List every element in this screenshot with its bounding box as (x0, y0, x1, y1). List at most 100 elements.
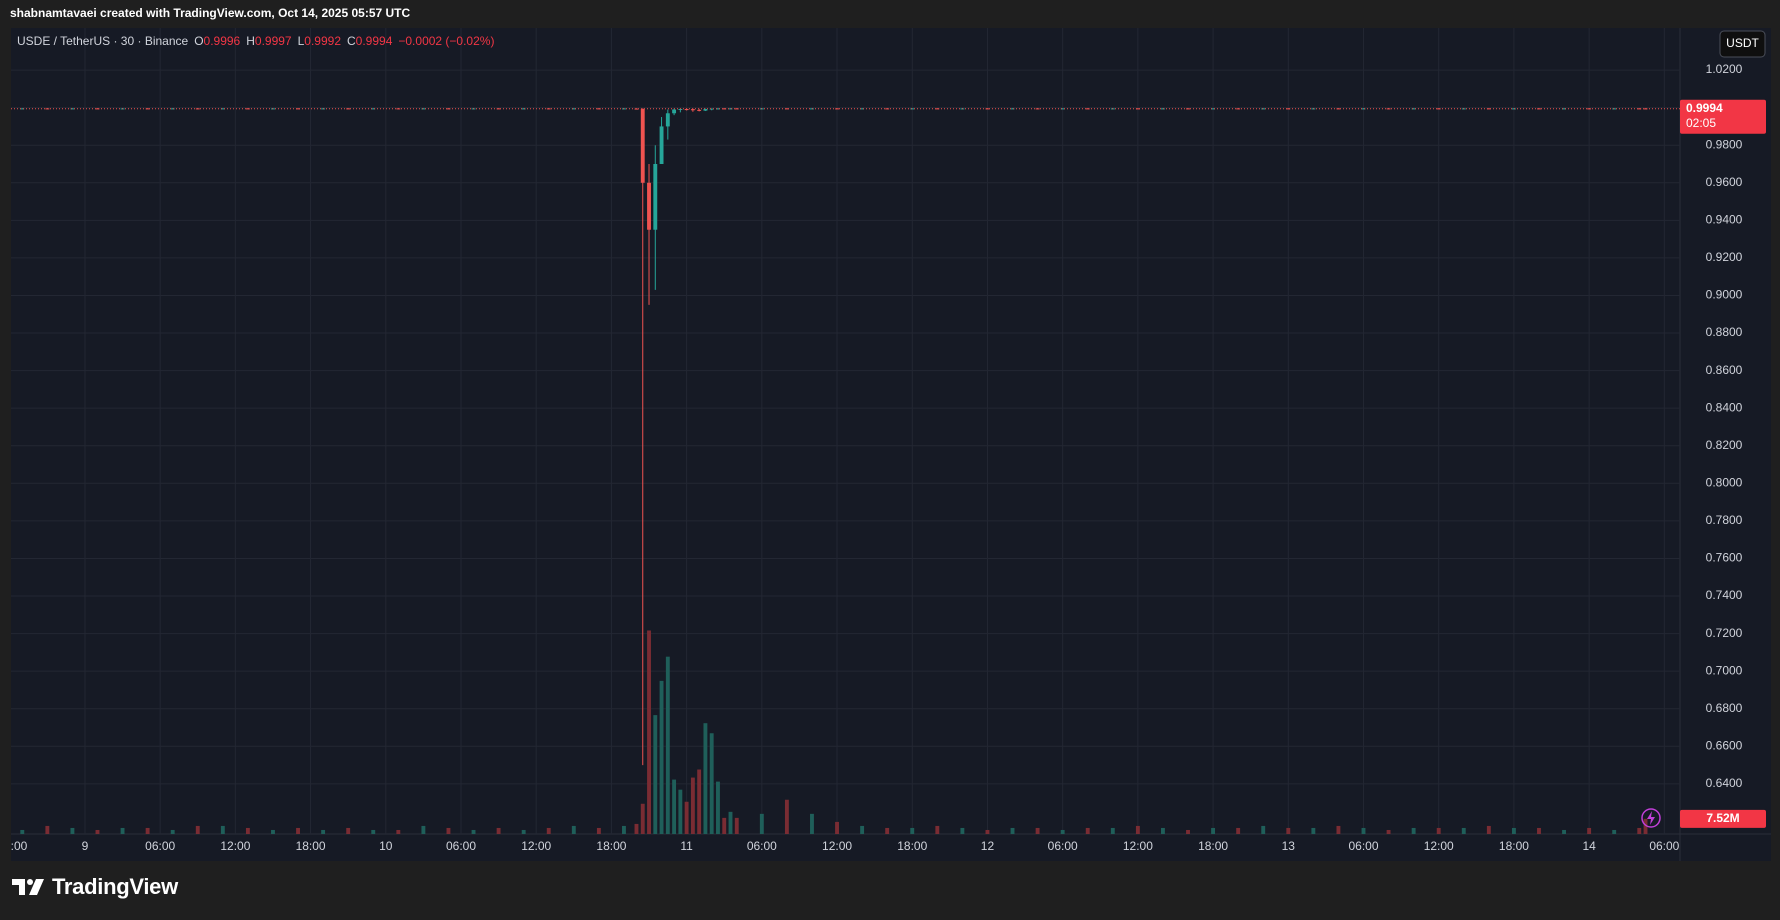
candle-body (659, 126, 664, 164)
candle-body (634, 108, 639, 110)
volume-bar (703, 723, 708, 834)
y-tick-label: 0.9800 (1706, 137, 1743, 151)
volume-bar (1160, 827, 1165, 834)
candle-body (346, 108, 351, 110)
open-value: 0.9996 (203, 34, 241, 48)
x-tick-label: 06:00 (747, 839, 777, 853)
y-tick-label: 0.9400 (1706, 213, 1743, 227)
volume-bar (1411, 827, 1416, 834)
candle-body (835, 108, 839, 110)
x-tick-label: 06:00 (1348, 839, 1378, 853)
x-tick-label: 18:00 (596, 839, 626, 853)
x-tick-label: 14 (1582, 839, 1596, 853)
chart: 0.6400 0.6600 0.6800 0.7000 0.7200 0.7400 0.76… (11, 28, 1771, 861)
candle-body (690, 109, 695, 111)
candle-body (1010, 108, 1015, 110)
volume-bar (759, 813, 764, 834)
volume-bar (1211, 827, 1216, 834)
candle-body (784, 108, 789, 110)
candle-body (935, 108, 940, 110)
volume-bar (496, 827, 501, 834)
candle-body (1486, 108, 1491, 110)
candle-body (1511, 108, 1516, 110)
candle-body (910, 108, 915, 110)
volume-bar (1010, 827, 1015, 834)
candle-body (220, 108, 225, 110)
x-tick-label: 12:00 (822, 839, 852, 853)
y-tick-label: 1.0200 (1706, 62, 1743, 76)
volume-bar (1286, 827, 1291, 834)
candle-body (640, 108, 645, 183)
volume-bar (734, 817, 739, 834)
volume-bar (960, 827, 965, 834)
candle-body (672, 109, 677, 114)
countdown-label: 02:05 (1686, 116, 1716, 130)
volume-bar (634, 823, 639, 834)
volume-bar (145, 827, 150, 834)
candle-body (1637, 108, 1642, 110)
volume-bar (70, 827, 75, 834)
candle-body (1411, 108, 1416, 110)
volume-bar (1135, 825, 1140, 834)
candle-body (985, 108, 990, 110)
volume-bar (421, 825, 426, 834)
volume-bar (195, 825, 200, 834)
plot-background (11, 28, 1680, 834)
volume-label: 7.52M (1706, 811, 1739, 825)
volume-bar (1361, 827, 1366, 834)
volume-bar (271, 829, 275, 834)
x-tick-label: 13 (1282, 839, 1296, 853)
x-tick-label: 06:00 (145, 839, 175, 853)
volume-bar (471, 829, 476, 834)
volume-bar (546, 827, 551, 834)
volume-bar (835, 821, 839, 834)
price-axis-background (1680, 28, 1771, 834)
candle-body (170, 108, 175, 110)
x-tick-label: 12 (981, 839, 995, 853)
candle-body (1135, 108, 1140, 110)
volume-bar (1537, 827, 1541, 834)
volume-bar (321, 829, 326, 834)
close-label: C (347, 34, 356, 48)
volume-bar (1311, 827, 1316, 834)
candle-body (722, 108, 727, 110)
volume-bar (220, 825, 225, 834)
x-tick-label: 18:00 (296, 839, 326, 853)
currency-button[interactable] (1719, 30, 1766, 58)
candle-body (665, 113, 670, 127)
candle-body (703, 108, 708, 111)
x-tick-label: 11 (680, 839, 693, 853)
volume-bar (622, 825, 626, 834)
change: −0.0002 (−0.02%) (398, 34, 495, 48)
volume-bar (910, 827, 915, 834)
volume-bar (571, 825, 576, 834)
volume-bar (697, 769, 702, 834)
volume-bar (810, 813, 814, 834)
volume-bar (1110, 827, 1115, 834)
volume-bar (1336, 825, 1341, 834)
candle-body (571, 108, 576, 110)
volume-bar (1461, 827, 1466, 834)
candle-body (496, 108, 501, 110)
volume-bar (935, 825, 940, 834)
volume-bar (784, 799, 789, 834)
y-tick-label: 0.7200 (1706, 626, 1743, 640)
candle-body (860, 108, 865, 110)
alert-icon[interactable] (1641, 808, 1661, 828)
candle-body (421, 108, 426, 110)
volume-bar (885, 827, 890, 834)
candle-body (1211, 108, 1216, 110)
last-price-label: 0.9994 (1686, 101, 1723, 115)
volume-bar (985, 829, 990, 834)
candle-body (245, 108, 250, 110)
volume-bar (659, 680, 664, 834)
time-axis-background (11, 834, 1771, 861)
logo: TradingView (12, 874, 178, 900)
volume-bar (1637, 827, 1642, 834)
volume-bar (672, 779, 677, 834)
volume-bar (20, 829, 25, 834)
candle-body (716, 108, 720, 110)
volume-bar (1035, 827, 1040, 834)
candle-body (647, 182, 651, 230)
